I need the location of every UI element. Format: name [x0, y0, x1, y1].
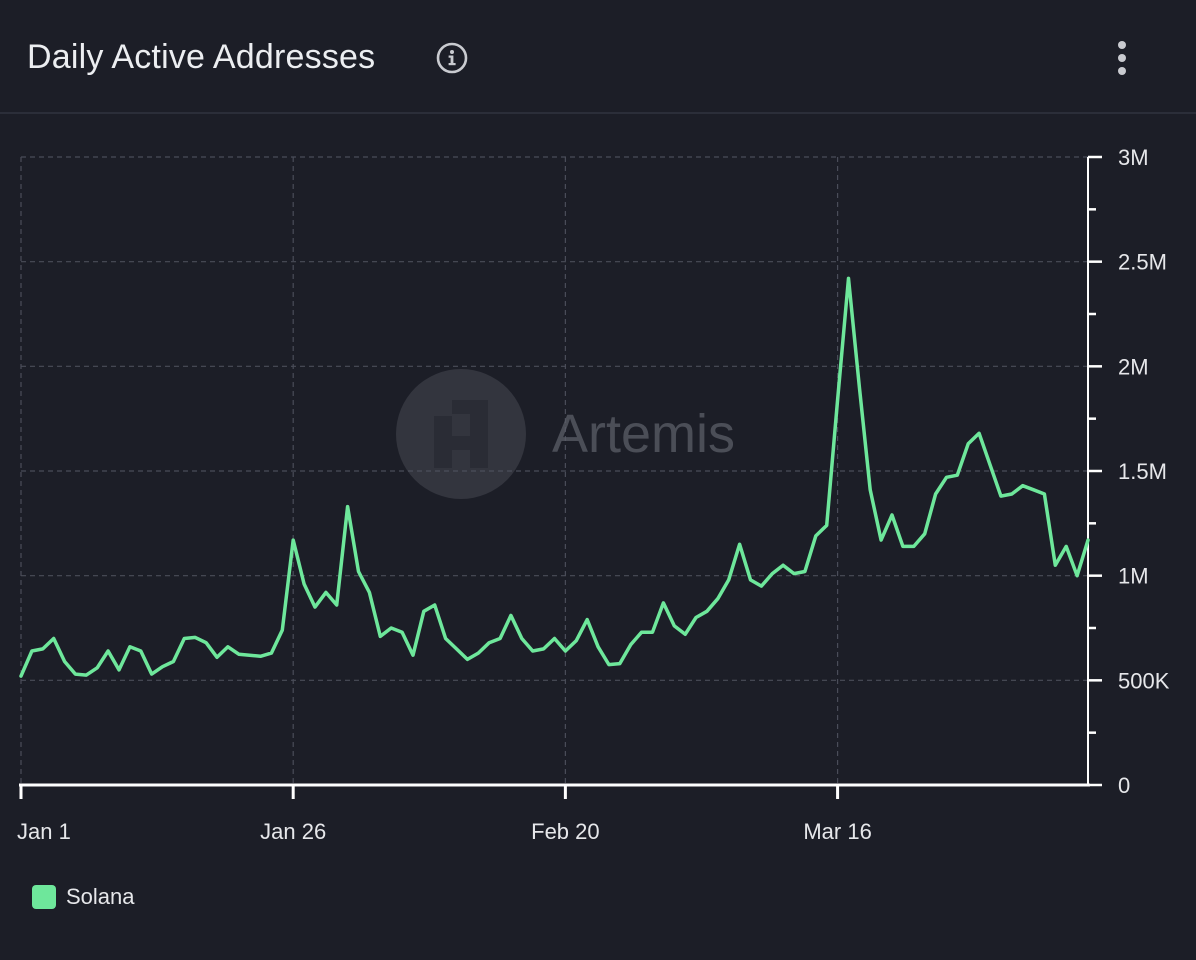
x-tick-label: Jan 26: [260, 819, 326, 844]
tick-labels: 0 500K 1M 1.5M 2M 2.5M 3M Jan 1 Jan 26 Feb 20 Mar …: [17, 145, 1170, 844]
legend-swatch: [32, 885, 56, 909]
chart-title: Daily Active Addresses: [27, 38, 376, 76]
y-tick-label: 1M: [1118, 564, 1149, 589]
x-tick-label: Jan 1: [17, 819, 71, 844]
y-tick-label: 0: [1118, 773, 1130, 798]
line-chart: Artemis 0 500K 1M 1.5M 2M 2.5M 3M Jan 1 Jan 26 Fe…: [17, 145, 1170, 844]
grid-lines: [20, 156, 1088, 785]
x-tick-label: Feb 20: [531, 819, 600, 844]
legend-item-solana[interactable]: Solana: [32, 884, 135, 910]
y-tick-label: 1.5M: [1118, 459, 1167, 484]
y-tick-label: 3M: [1118, 145, 1149, 170]
axes: [19, 155, 1102, 799]
x-tick-label: Mar 16: [803, 819, 871, 844]
artemis-watermark: Artemis: [396, 369, 735, 499]
info-icon[interactable]: [436, 42, 468, 74]
y-tick-label: 2M: [1118, 354, 1149, 379]
card-header: Daily Active Addresses: [0, 0, 1196, 114]
series-layer: [19, 276, 1090, 678]
y-tick-label: 2.5M: [1118, 250, 1167, 275]
watermark-text: Artemis: [552, 404, 735, 464]
legend-label: Solana: [66, 884, 135, 909]
kebab-menu-icon[interactable]: [1108, 38, 1136, 78]
series-line-solana[interactable]: [19, 276, 1090, 678]
y-tick-label: 500K: [1118, 668, 1170, 693]
artemis-logo-icon: [434, 400, 488, 468]
